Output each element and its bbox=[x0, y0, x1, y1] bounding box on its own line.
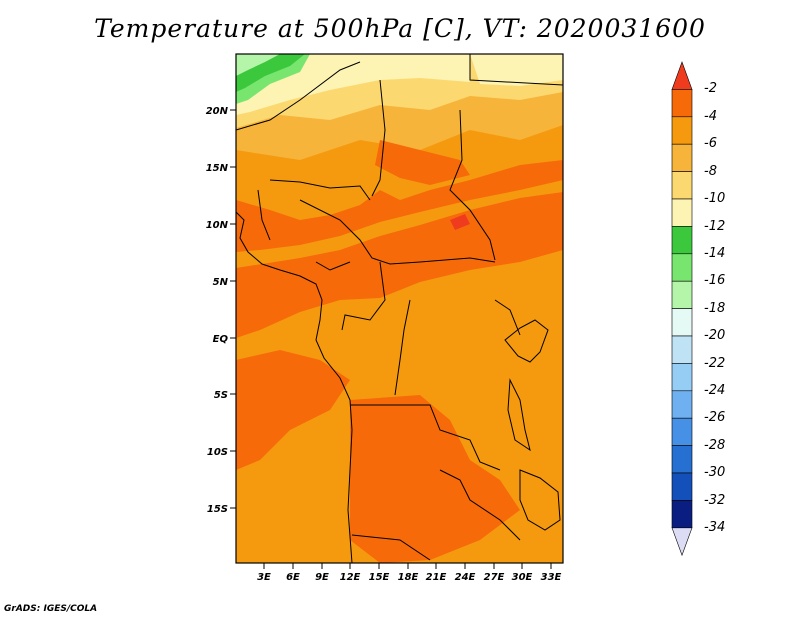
colorbar-label: -8 bbox=[704, 164, 717, 179]
temperature-field bbox=[236, 54, 563, 563]
lat-label: 20N bbox=[206, 106, 229, 117]
lon-ticks bbox=[263, 563, 552, 569]
map-frame bbox=[235, 53, 564, 564]
lon-label: 3E bbox=[257, 572, 271, 583]
colorbar-swatch bbox=[671, 280, 693, 309]
colorbar-label: -30 bbox=[704, 465, 726, 480]
lat-label: 5S bbox=[214, 390, 228, 401]
lon-labels: 3E 6E 9E 12E 15E 18E 21E 24E 27E 30E 33E bbox=[257, 572, 561, 583]
colorbar-label: -18 bbox=[704, 301, 726, 316]
lat-label: 15N bbox=[206, 163, 229, 174]
colorbar-swatch bbox=[671, 116, 693, 145]
colorbar-label: -24 bbox=[704, 383, 726, 398]
lon-label: 24E bbox=[455, 572, 476, 583]
lon-label: 9E bbox=[315, 572, 329, 583]
lat-label: 15S bbox=[207, 504, 228, 515]
coastlines-and-borders bbox=[236, 54, 563, 563]
colorbar-swatch bbox=[671, 143, 693, 172]
colorbar-label: -32 bbox=[704, 493, 726, 508]
colorbar-swatch bbox=[671, 335, 693, 364]
colorbar-label: -28 bbox=[704, 438, 726, 453]
lat-label: 5N bbox=[213, 277, 229, 288]
colorbar-label: -6 bbox=[704, 136, 717, 151]
colorbar-label: -2 bbox=[704, 81, 717, 96]
colorbar-swatch bbox=[671, 89, 693, 118]
colorbar-label: -4 bbox=[704, 109, 717, 124]
lat-ticks bbox=[230, 109, 236, 509]
colorbar-swatch bbox=[671, 171, 693, 200]
colorbar-label: -14 bbox=[704, 246, 726, 261]
lon-label: 6E bbox=[286, 572, 300, 583]
colorbar-swatch bbox=[671, 198, 693, 227]
lon-label: 27E bbox=[484, 572, 505, 583]
colorbar-swatch bbox=[671, 308, 693, 337]
lon-label: 33E bbox=[541, 572, 562, 583]
grads-credit: GrADS: IGES/COLA bbox=[4, 604, 98, 614]
colorbar-label: -12 bbox=[704, 219, 726, 234]
colorbar-label: -20 bbox=[704, 328, 726, 343]
lat-label: EQ bbox=[213, 334, 229, 345]
colorbar-label: -16 bbox=[704, 273, 726, 288]
colorbar bbox=[671, 61, 693, 557]
lat-label: 10S bbox=[207, 447, 228, 458]
plot-title: Temperature at 500hPa [C], VT: 202003160… bbox=[94, 14, 706, 43]
colorbar-swatch bbox=[671, 226, 693, 255]
colorbar-swatch bbox=[671, 472, 693, 501]
colorbar-swatch bbox=[671, 417, 693, 446]
lon-label: 18E bbox=[398, 572, 419, 583]
lon-label: 12E bbox=[340, 572, 361, 583]
lon-label: 21E bbox=[426, 572, 447, 583]
lat-label: 10N bbox=[206, 220, 229, 231]
colorbar-label: -10 bbox=[704, 191, 726, 206]
colorbar-label: -26 bbox=[704, 410, 726, 425]
lat-labels: 20N 15N 10N 5N EQ 5S 10S 15S bbox=[206, 106, 229, 515]
lon-label: 15E bbox=[369, 572, 390, 583]
colorbar-swatch bbox=[671, 500, 693, 529]
colorbar-label: -22 bbox=[704, 356, 726, 371]
colorbar-swatch bbox=[671, 363, 693, 392]
colorbar-swatch bbox=[671, 445, 693, 474]
colorbar-swatch bbox=[671, 527, 693, 557]
colorbar-swatch bbox=[671, 61, 693, 90]
colorbar-swatch bbox=[671, 390, 693, 419]
colorbar-swatch bbox=[671, 253, 693, 282]
colorbar-label: -34 bbox=[704, 520, 726, 535]
lon-label: 30E bbox=[512, 572, 533, 583]
